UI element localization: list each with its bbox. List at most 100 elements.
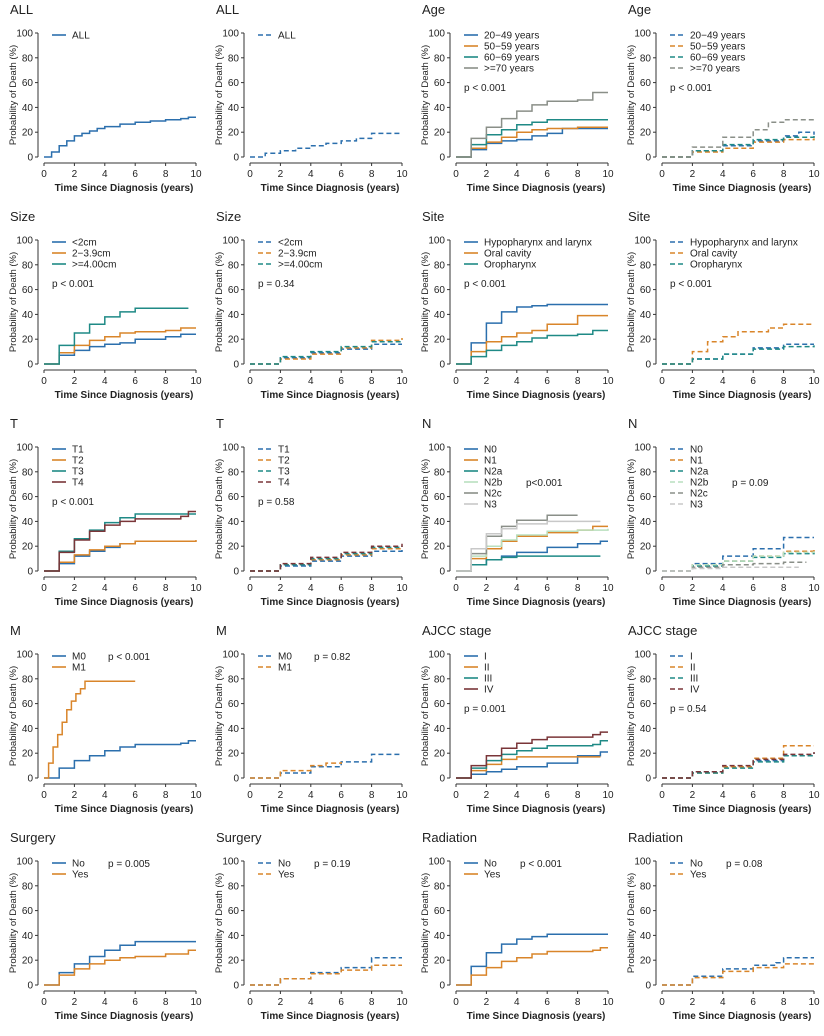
chart-svg: 0 20 40 60 80 100 0 2 4 6 8 10 Probability of Death … xyxy=(420,443,614,609)
x-tick-label: 4 xyxy=(514,376,520,387)
legend-label: 60−69 years xyxy=(484,53,539,64)
x-tick-label: 6 xyxy=(544,583,550,594)
series-line xyxy=(662,138,815,158)
legend-label: M1 xyxy=(72,663,86,674)
y-tick-label: 80 xyxy=(640,674,652,685)
chart-panel: N 0 20 40 60 80 100 0 2 4 6 8 10 Probability of Death… xyxy=(618,414,824,621)
y-tick-label: 40 xyxy=(228,724,240,735)
x-tick-label: 8 xyxy=(369,376,375,387)
y-tick-label: 40 xyxy=(22,103,34,114)
y-tick-label: 80 xyxy=(22,467,34,478)
p-value-label: p = 0.58 xyxy=(258,497,295,508)
x-tick-label: 8 xyxy=(575,376,581,387)
y-tick-label: 40 xyxy=(228,517,240,528)
x-tick-label: 6 xyxy=(750,583,756,594)
x-tick-label: 6 xyxy=(132,997,138,1008)
x-tick-label: 6 xyxy=(338,169,344,180)
y-tick-label: 20 xyxy=(22,956,34,967)
x-tick-label: 2 xyxy=(278,583,284,594)
y-tick-label: 80 xyxy=(434,260,446,271)
x-tick-label: 6 xyxy=(544,997,550,1008)
y-tick-label: 80 xyxy=(228,881,240,892)
x-tick-label: 8 xyxy=(369,583,375,594)
x-tick-label: 10 xyxy=(602,376,614,387)
series-line xyxy=(662,119,814,158)
legend-label: Oral cavity xyxy=(484,249,531,260)
chart-title: M xyxy=(216,623,227,638)
series-line xyxy=(44,680,136,779)
chart-panel: M 0 20 40 60 80 100 0 2 4 6 8 10 Probability of Death… xyxy=(0,621,206,828)
x-tick-label: 6 xyxy=(338,997,344,1008)
series-line xyxy=(250,549,403,572)
y-tick-label: 0 xyxy=(645,981,651,992)
series-line xyxy=(456,528,609,572)
y-tick-label: 20 xyxy=(434,128,446,139)
x-tick-label: 6 xyxy=(338,583,344,594)
series-line xyxy=(456,303,608,365)
y-tick-label: 100 xyxy=(634,236,651,247)
x-tick-label: 4 xyxy=(720,376,726,387)
chart-svg: 0 20 40 60 80 100 0 2 4 6 8 10 Probability of Death … xyxy=(8,443,202,609)
legend-label: No xyxy=(72,859,85,870)
legend-label: 20−49 years xyxy=(484,31,539,42)
y-axis-label: Probability of Death (%) xyxy=(420,666,431,766)
series-line xyxy=(456,127,608,158)
x-tick-label: 4 xyxy=(514,997,520,1008)
x-axis-label: Time Since Diagnosis (years) xyxy=(673,183,812,194)
series-line xyxy=(456,520,601,572)
x-tick-label: 4 xyxy=(308,790,314,801)
x-tick-label: 6 xyxy=(544,376,550,387)
y-tick-label: 40 xyxy=(228,103,240,114)
y-tick-label: 0 xyxy=(439,360,445,371)
x-axis-label: Time Since Diagnosis (years) xyxy=(261,390,400,401)
y-tick-label: 40 xyxy=(434,931,446,942)
legend-label: 60−69 years xyxy=(690,53,745,64)
x-axis-label: Time Since Diagnosis (years) xyxy=(55,597,194,608)
x-tick-label: 8 xyxy=(163,169,169,180)
y-tick-label: 40 xyxy=(434,724,446,735)
x-tick-label: 4 xyxy=(308,169,314,180)
x-tick-label: 6 xyxy=(544,169,550,180)
y-tick-label: 100 xyxy=(428,443,445,454)
legend-label: Oropharynx xyxy=(690,260,742,271)
x-tick-label: 4 xyxy=(720,583,726,594)
chart-title: N xyxy=(422,416,432,431)
y-tick-label: 0 xyxy=(645,774,651,785)
x-tick-label: 2 xyxy=(484,583,490,594)
legend-label: No xyxy=(484,859,497,870)
y-tick-label: 20 xyxy=(434,542,446,553)
legend-label: Yes xyxy=(72,870,88,881)
y-tick-label: 20 xyxy=(434,956,446,967)
x-tick-label: 0 xyxy=(41,790,47,801)
legend-label: III xyxy=(690,674,698,685)
x-tick-label: 0 xyxy=(659,583,665,594)
chart-svg: 0 20 40 60 80 100 0 2 4 6 8 10 Probability of Death … xyxy=(214,236,408,402)
x-tick-label: 10 xyxy=(808,790,820,801)
legend-label: N2b xyxy=(484,478,503,489)
series-line xyxy=(250,546,403,572)
x-tick-label: 0 xyxy=(659,790,665,801)
y-tick-label: 60 xyxy=(640,492,652,503)
y-tick-label: 60 xyxy=(434,285,446,296)
x-axis-label: Time Since Diagnosis (years) xyxy=(261,1011,400,1022)
x-tick-label: 2 xyxy=(690,790,696,801)
series-line xyxy=(44,333,196,365)
legend-label: <2cm xyxy=(72,238,97,249)
x-axis-label: Time Since Diagnosis (years) xyxy=(261,597,400,608)
y-tick-label: 0 xyxy=(439,774,445,785)
legend-label: 2−3.9cm xyxy=(72,249,111,260)
x-tick-label: 0 xyxy=(659,376,665,387)
y-tick-label: 20 xyxy=(22,749,34,760)
y-tick-label: 100 xyxy=(634,443,651,454)
y-tick-label: 20 xyxy=(228,335,240,346)
x-axis-label: Time Since Diagnosis (years) xyxy=(55,183,194,194)
p-value-label: p = 0.34 xyxy=(258,279,295,290)
y-axis-label: Probability of Death (%) xyxy=(214,252,225,352)
y-axis-label: Probability of Death (%) xyxy=(214,459,225,559)
x-tick-label: 6 xyxy=(132,583,138,594)
y-tick-label: 100 xyxy=(428,857,445,868)
series-line xyxy=(456,314,608,365)
y-tick-label: 60 xyxy=(434,699,446,710)
x-tick-label: 4 xyxy=(102,790,108,801)
x-tick-label: 4 xyxy=(514,790,520,801)
